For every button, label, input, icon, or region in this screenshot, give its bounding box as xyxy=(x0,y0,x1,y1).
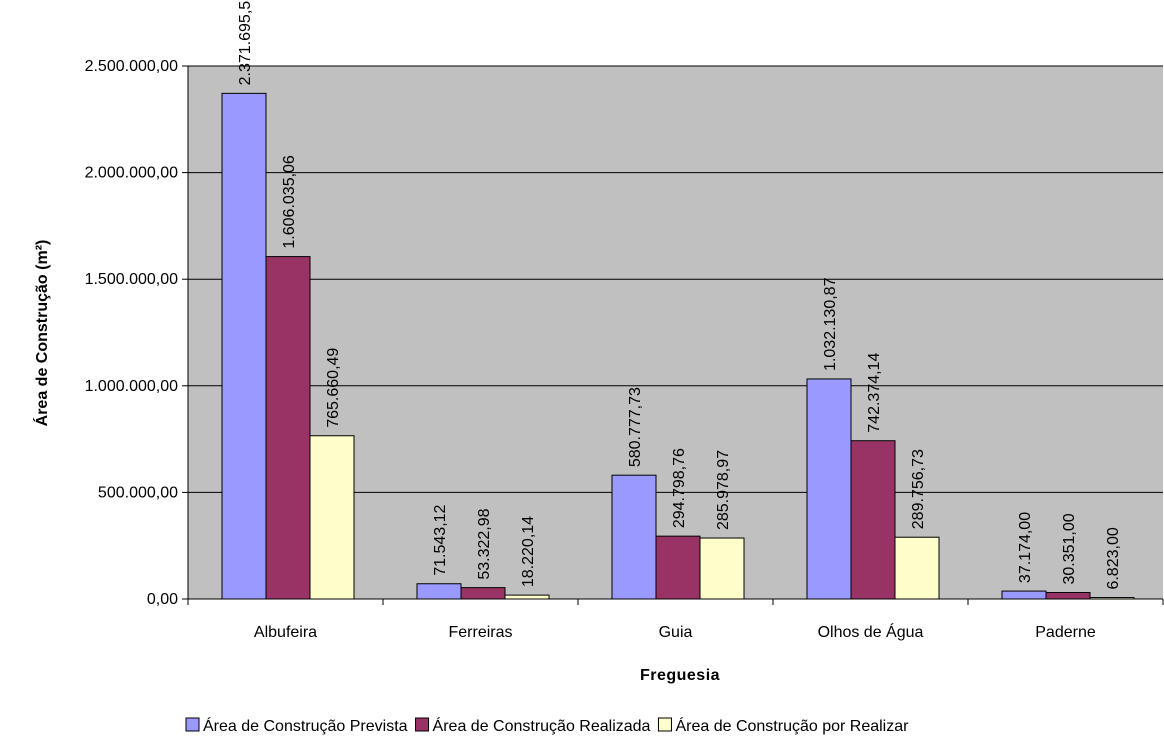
bar xyxy=(1045,592,1091,600)
x-tick-label: Olhos de Água xyxy=(818,622,924,641)
y-tick-label: 500.000,00 xyxy=(98,484,178,501)
data-label: 6.823,00 xyxy=(1105,527,1122,589)
data-label: 53.322,98 xyxy=(476,508,493,579)
y-axis: 0,00 500.000,00 1.000.000,00 1.500.000,00 2.… xyxy=(85,58,189,608)
y-axis-title: Área de Construção (m²) xyxy=(32,240,51,427)
x-tick-label: Paderne xyxy=(1035,624,1096,641)
bars xyxy=(221,92,1135,600)
legend-swatch xyxy=(415,717,430,732)
x-axis: Albufeira Ferreiras Guia Olhos de Água Pader… xyxy=(187,598,1164,641)
bar xyxy=(655,535,701,600)
data-label: 30.351,00 xyxy=(1061,513,1078,584)
y-tick-label: 2.000.000,00 xyxy=(85,165,179,182)
bar xyxy=(1001,590,1047,600)
data-label: 580.777,73 xyxy=(627,387,644,467)
y-tick-label: 1.000.000,00 xyxy=(85,378,179,395)
data-label: 294.798,76 xyxy=(671,448,688,528)
data-label: 18.220,14 xyxy=(520,516,537,587)
bar xyxy=(850,440,896,600)
legend-swatch xyxy=(185,717,200,732)
bar xyxy=(265,256,311,600)
data-label: 2.371.695,55 xyxy=(237,0,254,85)
x-tick-label: Albufeira xyxy=(254,624,317,641)
bar xyxy=(504,594,550,600)
y-tick-label: 2.500.000,00 xyxy=(85,58,179,75)
legend-label: Área de Construção por Realizar xyxy=(675,716,909,735)
legend-label: Área de Construção Realizada xyxy=(433,716,651,735)
data-labels: 2.371.695,55 71.543,12 580.777,73 1.032.130… xyxy=(237,0,1122,590)
x-tick-label: Guia xyxy=(659,624,693,641)
bar xyxy=(221,92,267,600)
data-label: 37.174,00 xyxy=(1017,512,1034,583)
bar xyxy=(309,435,355,600)
data-label: 742.374,14 xyxy=(866,353,883,433)
bar xyxy=(894,536,940,600)
bar xyxy=(416,583,462,600)
y-tick-label: 1.500.000,00 xyxy=(85,271,179,288)
data-label: 289.756,73 xyxy=(910,449,927,529)
data-label: 71.543,12 xyxy=(432,504,449,575)
bar xyxy=(460,587,506,600)
data-label: 285.978,97 xyxy=(715,450,732,530)
legend-label: Área de Construção Prevista xyxy=(203,716,408,735)
bar xyxy=(611,474,657,600)
legend-swatch xyxy=(657,717,672,732)
y-tick-label: 0,00 xyxy=(147,591,178,608)
data-label: 765.660,49 xyxy=(325,348,342,428)
x-tick-label: Ferreiras xyxy=(448,624,512,641)
bar xyxy=(806,378,852,600)
bar xyxy=(699,537,745,600)
data-label: 1.032.130,87 xyxy=(822,277,839,371)
legend: Área de Construção Prevista Área de Const… xyxy=(185,716,909,735)
data-label: 1.606.035,06 xyxy=(281,155,298,249)
x-axis-title: Freguesia xyxy=(640,667,720,684)
